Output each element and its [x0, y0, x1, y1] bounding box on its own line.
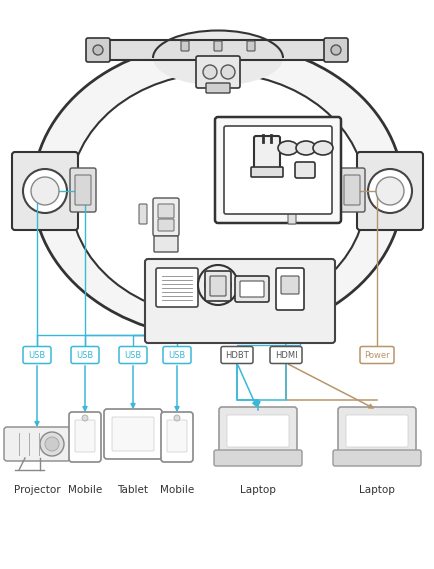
FancyBboxPatch shape — [247, 41, 254, 51]
Text: USB: USB — [168, 351, 185, 360]
FancyBboxPatch shape — [287, 204, 295, 224]
FancyBboxPatch shape — [338, 168, 364, 212]
FancyBboxPatch shape — [356, 152, 422, 230]
FancyBboxPatch shape — [75, 420, 95, 452]
Ellipse shape — [45, 437, 59, 451]
Ellipse shape — [153, 31, 283, 85]
FancyBboxPatch shape — [234, 276, 268, 302]
Ellipse shape — [197, 265, 237, 305]
FancyBboxPatch shape — [204, 271, 230, 301]
FancyBboxPatch shape — [224, 126, 331, 214]
Text: Tablet: Tablet — [117, 485, 148, 495]
Text: Power: Power — [363, 351, 389, 360]
Ellipse shape — [82, 415, 88, 421]
FancyBboxPatch shape — [220, 347, 253, 364]
FancyBboxPatch shape — [145, 259, 334, 343]
Ellipse shape — [330, 45, 340, 55]
FancyBboxPatch shape — [4, 427, 70, 461]
FancyBboxPatch shape — [294, 162, 314, 178]
FancyBboxPatch shape — [153, 198, 178, 236]
Ellipse shape — [367, 169, 411, 213]
FancyBboxPatch shape — [69, 412, 101, 462]
FancyBboxPatch shape — [359, 347, 393, 364]
Text: Projector: Projector — [13, 485, 60, 495]
FancyBboxPatch shape — [253, 136, 279, 170]
Ellipse shape — [204, 272, 230, 298]
FancyBboxPatch shape — [323, 38, 347, 62]
Ellipse shape — [31, 177, 59, 205]
FancyBboxPatch shape — [196, 56, 240, 88]
Ellipse shape — [23, 169, 67, 213]
FancyBboxPatch shape — [154, 236, 178, 252]
FancyBboxPatch shape — [23, 347, 51, 364]
FancyBboxPatch shape — [70, 168, 96, 212]
FancyBboxPatch shape — [206, 83, 230, 93]
FancyBboxPatch shape — [280, 276, 298, 294]
Text: Laptop: Laptop — [358, 485, 394, 495]
Ellipse shape — [40, 432, 64, 456]
Text: Laptop: Laptop — [240, 485, 275, 495]
Text: USB: USB — [28, 351, 46, 360]
FancyBboxPatch shape — [181, 41, 188, 51]
FancyBboxPatch shape — [337, 407, 415, 455]
Ellipse shape — [203, 65, 217, 79]
FancyBboxPatch shape — [275, 268, 303, 310]
Text: USB: USB — [124, 351, 141, 360]
Ellipse shape — [220, 65, 234, 79]
Text: Mobile: Mobile — [160, 485, 194, 495]
FancyBboxPatch shape — [214, 450, 301, 466]
FancyBboxPatch shape — [240, 281, 263, 297]
FancyBboxPatch shape — [214, 117, 340, 223]
FancyBboxPatch shape — [345, 415, 407, 447]
Ellipse shape — [375, 177, 403, 205]
FancyBboxPatch shape — [250, 167, 283, 177]
Ellipse shape — [312, 141, 332, 155]
FancyBboxPatch shape — [104, 409, 161, 459]
FancyBboxPatch shape — [332, 450, 420, 466]
FancyBboxPatch shape — [112, 417, 154, 451]
FancyBboxPatch shape — [156, 268, 197, 307]
FancyBboxPatch shape — [75, 175, 91, 205]
Ellipse shape — [174, 415, 180, 421]
FancyBboxPatch shape — [139, 204, 147, 224]
FancyBboxPatch shape — [158, 219, 174, 231]
Text: HDMI: HDMI — [274, 351, 296, 360]
FancyBboxPatch shape — [86, 38, 110, 62]
FancyBboxPatch shape — [158, 204, 174, 218]
FancyBboxPatch shape — [71, 347, 99, 364]
Ellipse shape — [33, 42, 402, 338]
FancyBboxPatch shape — [210, 276, 226, 296]
FancyBboxPatch shape — [167, 420, 187, 452]
FancyBboxPatch shape — [119, 347, 147, 364]
FancyBboxPatch shape — [227, 415, 288, 447]
Text: Mobile: Mobile — [68, 485, 102, 495]
FancyBboxPatch shape — [218, 407, 296, 455]
Ellipse shape — [70, 73, 365, 317]
Ellipse shape — [93, 45, 103, 55]
FancyBboxPatch shape — [93, 40, 340, 60]
FancyBboxPatch shape — [161, 412, 193, 462]
Ellipse shape — [295, 141, 315, 155]
FancyBboxPatch shape — [12, 152, 78, 230]
FancyBboxPatch shape — [163, 347, 191, 364]
Text: HDBT: HDBT — [225, 351, 248, 360]
FancyBboxPatch shape — [343, 175, 359, 205]
FancyBboxPatch shape — [214, 41, 221, 51]
Text: USB: USB — [76, 351, 93, 360]
Ellipse shape — [277, 141, 297, 155]
FancyBboxPatch shape — [270, 347, 301, 364]
